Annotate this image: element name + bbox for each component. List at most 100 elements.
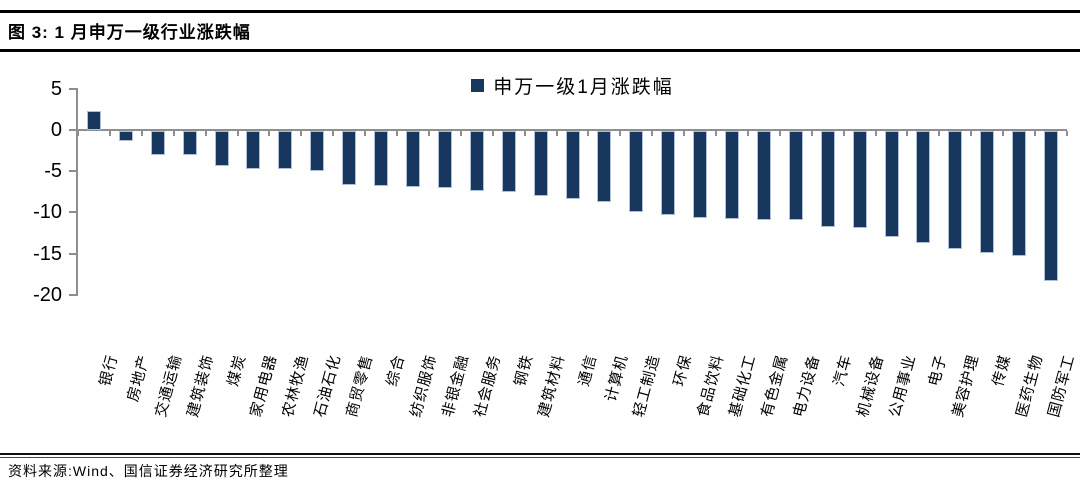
category-tick	[810, 131, 813, 136]
x-axis-label: 传媒	[989, 352, 1015, 389]
y-axis-tick	[69, 252, 78, 255]
category-tick	[236, 131, 239, 136]
bar	[118, 131, 133, 141]
category-tick	[1002, 131, 1005, 136]
x-axis-label: 医药生物	[1013, 352, 1047, 420]
bar	[1044, 131, 1059, 281]
bar	[150, 131, 165, 155]
bar	[374, 131, 389, 187]
bar	[693, 131, 708, 219]
category-tick	[746, 131, 749, 136]
category-tick	[970, 131, 973, 136]
category-tick	[619, 131, 622, 136]
y-axis-tick	[69, 293, 78, 296]
x-axis-label: 食品饮料	[694, 352, 728, 420]
category-tick	[938, 131, 941, 136]
x-axis-label: 非银金融	[439, 352, 473, 420]
bar	[437, 131, 452, 188]
bar	[501, 131, 516, 192]
category-tick	[396, 131, 399, 136]
bar	[884, 131, 899, 238]
y-axis-tick-label: -10	[33, 201, 62, 224]
top-border-line	[0, 10, 1080, 13]
x-axis-label: 社会服务	[471, 352, 505, 420]
x-axis-zero-line	[78, 129, 1067, 131]
category-tick	[874, 131, 877, 136]
bar	[948, 131, 963, 249]
bar	[597, 131, 612, 202]
bar	[86, 111, 101, 130]
title-divider-line	[0, 49, 1080, 52]
x-axis-label: 钢铁	[511, 352, 537, 389]
bar	[214, 131, 229, 167]
x-axis-label: 交通运输	[152, 352, 186, 420]
x-axis-label: 电力设备	[790, 352, 824, 420]
y-axis-tick	[69, 211, 78, 214]
source-note: 资料来源:Wind、国信证券经济研究所整理	[8, 463, 289, 479]
x-axis-label: 基础化工	[726, 352, 760, 420]
bar	[342, 131, 357, 185]
x-axis-label: 美容护理	[949, 352, 983, 420]
bar	[246, 131, 261, 169]
x-axis-label: 国防军工	[1045, 352, 1079, 420]
bar	[629, 131, 644, 212]
bar	[661, 131, 676, 216]
bar	[756, 131, 771, 220]
category-tick	[77, 131, 79, 136]
x-axis-label: 商贸零售	[343, 352, 377, 420]
x-axis-label: 纺织服饰	[407, 352, 441, 420]
x-axis-label: 电子	[926, 352, 951, 389]
x-axis-label: 银行	[96, 352, 122, 389]
x-axis-label: 轻工制造	[630, 352, 664, 420]
bar	[533, 131, 548, 197]
y-axis-tick	[69, 87, 78, 90]
bar	[725, 131, 740, 220]
category-tick	[587, 131, 590, 136]
x-axis-label: 环保	[670, 352, 696, 389]
category-tick	[715, 131, 718, 136]
x-axis-label: 机械设备	[853, 352, 887, 420]
x-axis-label: 公用事业	[885, 352, 919, 420]
category-tick	[459, 131, 462, 136]
x-axis-label: 房地产	[124, 352, 154, 404]
x-axis-label: 建筑材料	[534, 352, 568, 420]
category-tick	[906, 131, 909, 136]
category-tick	[204, 131, 207, 136]
x-axis-label: 汽车	[830, 352, 856, 389]
bar	[469, 131, 484, 192]
category-tick	[778, 131, 781, 136]
category-tick	[140, 131, 143, 136]
bar	[405, 131, 420, 188]
footer-divider-thin	[0, 457, 1080, 458]
bar	[916, 131, 931, 244]
y-axis-line	[76, 88, 78, 295]
bar	[788, 131, 803, 220]
x-axis-label: 计算机	[602, 352, 632, 404]
y-axis-tick	[69, 129, 78, 131]
legend-label: 申万一级1月涨跌幅	[493, 77, 674, 98]
category-tick	[332, 131, 335, 136]
bar	[980, 131, 995, 253]
legend-swatch-icon	[471, 79, 485, 92]
y-axis-tick-label: -20	[33, 283, 62, 306]
category-tick	[683, 131, 686, 136]
x-axis-label: 通信	[575, 352, 600, 389]
bar	[1012, 131, 1027, 257]
x-axis-label: 综合	[383, 352, 409, 389]
category-tick	[651, 131, 654, 136]
x-axis-label: 有色金属	[758, 352, 792, 420]
y-axis-tick-label: -15	[33, 242, 62, 265]
bar	[852, 131, 867, 229]
bar	[310, 131, 325, 172]
category-tick	[555, 131, 558, 136]
y-axis-tick-label: 0	[50, 119, 62, 141]
y-axis-tick-label: -5	[44, 160, 62, 183]
x-axis-label: 煤炭	[224, 352, 249, 389]
y-axis-tick-label: 5	[50, 77, 62, 100]
category-tick	[842, 131, 845, 136]
category-tick	[491, 131, 494, 136]
figure-title: 图 3: 1 月申万一级行业涨跌幅	[8, 23, 251, 42]
bar	[820, 131, 835, 228]
category-tick	[523, 131, 526, 136]
